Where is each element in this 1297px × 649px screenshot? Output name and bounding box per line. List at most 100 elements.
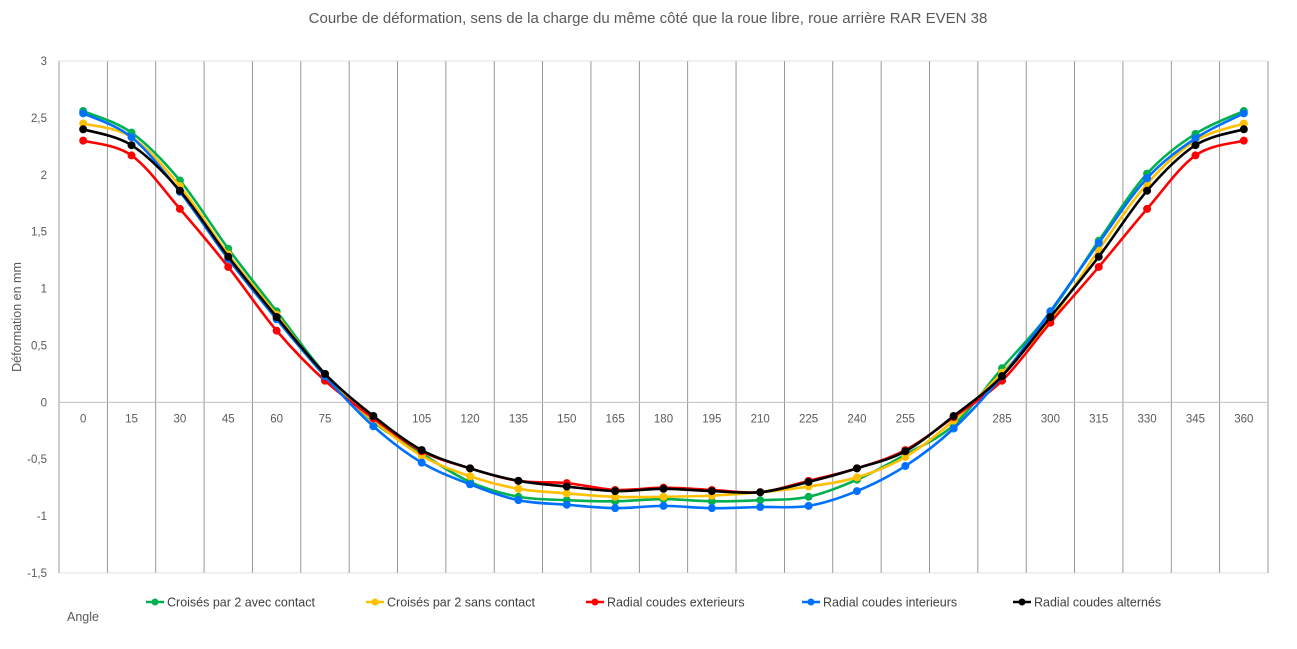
data-point <box>175 186 184 195</box>
data-point <box>1094 239 1103 248</box>
data-point <box>949 424 958 433</box>
data-point <box>756 488 765 497</box>
data-point <box>514 496 523 505</box>
data-point <box>369 411 378 420</box>
series-line <box>82 112 1245 510</box>
data-point <box>127 151 136 160</box>
data-point <box>514 476 523 485</box>
legend-marker <box>807 598 815 606</box>
x-tick-label: 195 <box>702 413 721 425</box>
x-tick-label: 225 <box>799 413 818 425</box>
x-tick-label: 165 <box>606 413 625 425</box>
x-tick-label: 45 <box>222 413 235 425</box>
data-point <box>466 464 475 473</box>
data-point <box>1143 186 1152 195</box>
data-point <box>804 492 813 501</box>
legend-item: Croisés par 2 avec contact <box>146 596 316 610</box>
x-tick-label: 285 <box>992 413 1011 425</box>
data-point <box>1191 151 1200 160</box>
y-tick-label: 2 <box>41 170 47 182</box>
data-point <box>611 487 620 496</box>
x-tick-label: 15 <box>125 413 138 425</box>
data-point <box>852 487 861 496</box>
data-point <box>1239 109 1248 118</box>
x-tick-label: 75 <box>319 413 332 425</box>
series-2 <box>79 119 1248 501</box>
data-point <box>1094 262 1103 271</box>
data-point <box>224 262 233 271</box>
y-tick-label: 2,5 <box>31 113 47 125</box>
data-point <box>369 422 378 431</box>
x-tick-label: 30 <box>174 413 187 425</box>
data-point <box>562 482 571 491</box>
data-point <box>901 462 910 471</box>
data-point <box>1143 174 1152 183</box>
data-point <box>998 372 1007 381</box>
data-point <box>756 503 765 512</box>
data-point <box>1239 136 1248 145</box>
data-point <box>562 489 571 498</box>
series-3 <box>79 136 1248 497</box>
x-tick-label: 150 <box>557 413 576 425</box>
data-point <box>901 447 910 456</box>
data-point <box>707 497 716 506</box>
y-tick-label: 0,5 <box>31 340 47 352</box>
data-point <box>804 477 813 486</box>
legend-item: Radial coudes exterieurs <box>586 596 745 610</box>
legend-label: Radial coudes exterieurs <box>607 596 745 610</box>
data-point <box>1094 252 1103 261</box>
series-4 <box>79 109 1248 513</box>
y-tick-label: 3 <box>41 56 47 68</box>
legend-item: Croisés par 2 sans contact <box>366 596 536 610</box>
x-tick-label: 330 <box>1138 413 1157 425</box>
data-point <box>127 141 136 150</box>
data-point <box>79 136 88 145</box>
x-tick-label: 300 <box>1041 413 1060 425</box>
data-point <box>272 313 281 321</box>
data-point <box>417 458 426 467</box>
data-point <box>756 496 765 505</box>
data-point <box>1239 125 1248 134</box>
x-tick-label: 315 <box>1089 413 1108 425</box>
data-point <box>852 473 861 482</box>
legend-marker <box>371 598 379 606</box>
data-point <box>707 504 716 513</box>
x-tick-label: 120 <box>460 413 479 425</box>
x-axis-ticks: 0 15 30 45 60 75 105 120 135 150 165 180 195 210 225 24… <box>80 413 1253 425</box>
series-group <box>79 107 1248 513</box>
x-tick-label: 60 <box>270 413 283 425</box>
y-tick-label: -1 <box>37 511 47 523</box>
data-point <box>417 446 426 455</box>
data-point <box>707 487 716 496</box>
data-point <box>949 411 958 420</box>
data-point <box>659 492 668 501</box>
x-tick-label: 0 <box>80 413 86 425</box>
data-point <box>175 204 184 213</box>
data-point <box>659 484 668 493</box>
data-point <box>79 125 88 134</box>
y-tick-label: -0,5 <box>27 454 47 466</box>
data-point <box>1143 204 1152 213</box>
legend-item: Radial coudes alternés <box>1013 596 1161 610</box>
x-tick-label: 345 <box>1186 413 1205 425</box>
x-tick-label: 255 <box>896 413 915 425</box>
data-point <box>79 109 88 118</box>
legend-label: Radial coudes interieurs <box>823 596 957 610</box>
legend-marker <box>151 598 159 606</box>
series-line <box>82 128 1245 495</box>
data-point <box>320 369 329 378</box>
x-tick-label: 180 <box>654 413 673 425</box>
x-tick-label: 105 <box>412 413 431 425</box>
data-point <box>901 452 910 461</box>
legend-item: Radial coudes interieurs <box>802 596 957 610</box>
series-line <box>82 139 1245 494</box>
series-5 <box>79 125 1248 497</box>
chart-title: Courbe de déformation, sens de la charge… <box>309 10 988 27</box>
data-point <box>466 472 475 481</box>
legend: Croisés par 2 avec contact Croisés par 2 … <box>146 596 1161 610</box>
x-tick-label: 210 <box>751 413 770 425</box>
data-point <box>79 119 88 128</box>
data-point <box>1239 119 1248 128</box>
data-point <box>272 326 281 335</box>
